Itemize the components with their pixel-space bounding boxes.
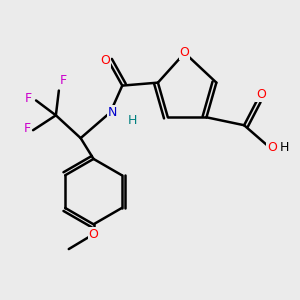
- Text: O: O: [88, 228, 98, 241]
- Text: O: O: [256, 88, 266, 101]
- Text: H: H: [128, 114, 137, 127]
- Text: N: N: [108, 106, 117, 119]
- Text: O: O: [180, 46, 190, 59]
- Text: H: H: [280, 140, 289, 154]
- Text: F: F: [25, 92, 32, 105]
- Text: O: O: [267, 140, 277, 154]
- Text: F: F: [59, 74, 66, 87]
- Text: O: O: [100, 54, 110, 67]
- Text: F: F: [24, 122, 31, 135]
